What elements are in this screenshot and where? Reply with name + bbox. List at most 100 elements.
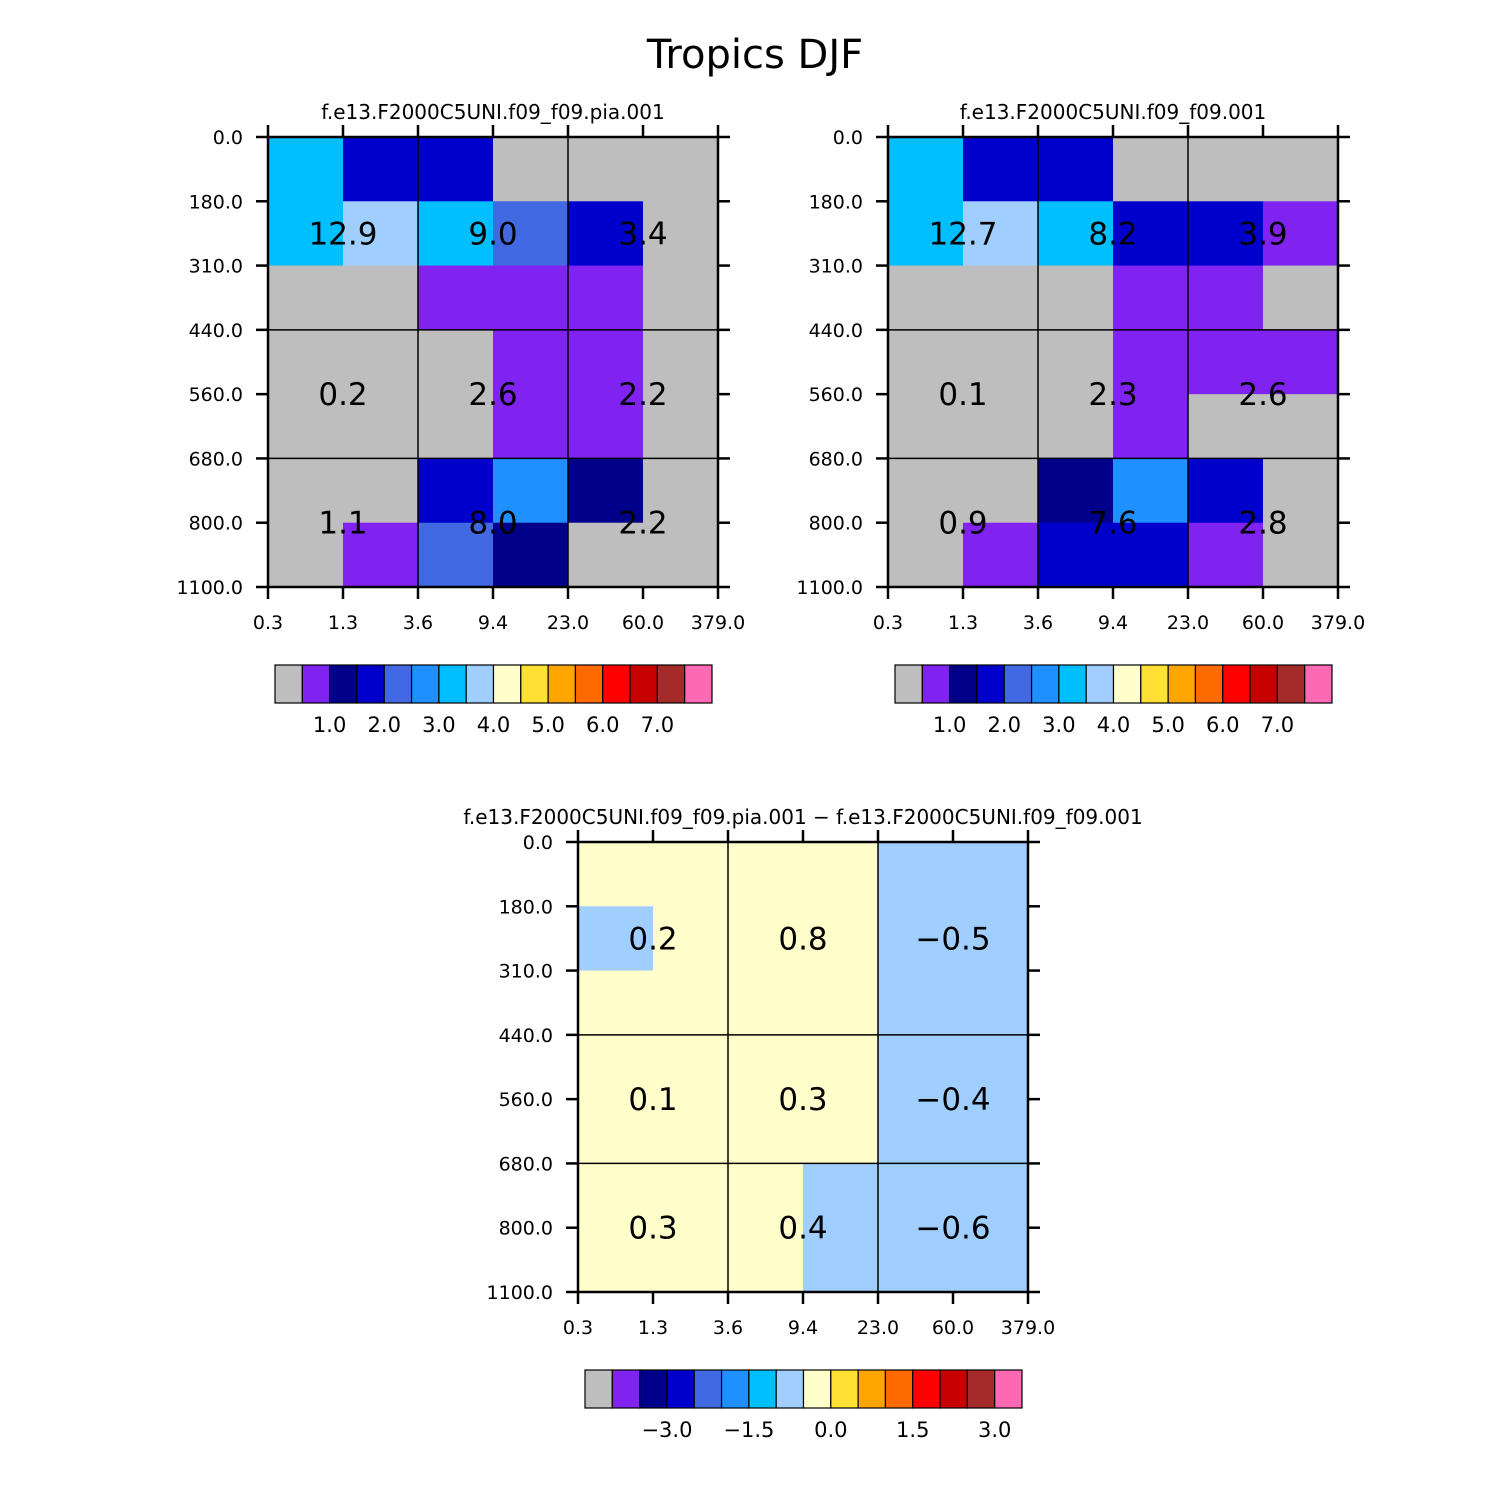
heatmap-cell bbox=[653, 1034, 729, 1100]
box-value-label: 8.0 bbox=[468, 506, 517, 542]
heatmap-cell bbox=[803, 1227, 879, 1293]
heatmap-cell bbox=[963, 329, 1039, 395]
heatmap-cell bbox=[343, 137, 419, 202]
y-tick-label: 440.0 bbox=[499, 1025, 553, 1047]
heatmap-cell bbox=[1263, 201, 1339, 267]
heatmap-cell bbox=[1038, 329, 1114, 395]
y-tick-label: 560.0 bbox=[499, 1089, 553, 1111]
heatmap-cell bbox=[568, 458, 644, 524]
panel-title: f.e13.F2000C5UNI.f09_f09.pia.001 bbox=[321, 100, 664, 124]
heatmap-cell bbox=[1113, 329, 1189, 395]
y-tick-label: 680.0 bbox=[499, 1153, 553, 1175]
heatmap-cell bbox=[1038, 522, 1114, 588]
heatmap-cell bbox=[1263, 394, 1339, 459]
y-tick-label: 800.0 bbox=[809, 513, 863, 535]
colorbar-box bbox=[693, 1369, 723, 1409]
heatmap-cell bbox=[953, 906, 1029, 972]
heatmap-cell bbox=[653, 970, 729, 1036]
heatmap-cell bbox=[888, 265, 964, 331]
heatmap-cell bbox=[1113, 137, 1189, 202]
x-tick-label: 23.0 bbox=[857, 1317, 899, 1339]
heatmap-cell bbox=[963, 265, 1039, 331]
y-tick-label: 1100.0 bbox=[797, 577, 863, 599]
y-tick-label: 0.0 bbox=[213, 127, 243, 149]
panel-title: f.e13.F2000C5UNI.f09_f09.001 bbox=[960, 100, 1267, 124]
heatmap-cell bbox=[343, 458, 419, 524]
heatmap-cell bbox=[493, 394, 569, 459]
y-tick-label: 310.0 bbox=[499, 961, 553, 983]
y-tick-label: 440.0 bbox=[809, 320, 863, 342]
heatmap-cell bbox=[1113, 265, 1189, 331]
heatmap-cell bbox=[728, 1099, 804, 1164]
colorbar-label: 7.0 bbox=[641, 713, 674, 737]
heatmap-cell bbox=[803, 1163, 879, 1229]
colorbar-box bbox=[1058, 664, 1087, 704]
x-tick-label: 0.3 bbox=[253, 612, 283, 634]
heatmap-cell bbox=[568, 329, 644, 395]
box-value-label: 3.4 bbox=[618, 216, 667, 252]
heatmap-cell bbox=[963, 522, 1039, 588]
heatmap-cell bbox=[653, 1227, 729, 1293]
box-value-label: 2.6 bbox=[468, 377, 517, 413]
heatmap-cell bbox=[728, 970, 804, 1036]
colorbar-box bbox=[492, 664, 522, 704]
colorbar-box bbox=[1167, 664, 1197, 704]
x-tick-label: 3.6 bbox=[1023, 612, 1053, 634]
colorbar-label: 0.0 bbox=[814, 1418, 847, 1442]
heatmap-cell bbox=[653, 906, 729, 972]
y-tick-label: 560.0 bbox=[809, 384, 863, 406]
colorbar-box bbox=[356, 664, 385, 704]
heatmap-cell bbox=[728, 906, 804, 972]
heatmap-cell bbox=[418, 265, 494, 331]
colorbar-box bbox=[629, 664, 658, 704]
x-tick-label: 379.0 bbox=[691, 612, 745, 634]
heatmap-cell bbox=[953, 970, 1029, 1036]
y-tick-label: 1100.0 bbox=[177, 577, 243, 599]
heatmap-cell bbox=[578, 906, 654, 972]
colorbar-box bbox=[611, 1369, 641, 1409]
box-value-label: 0.1 bbox=[628, 1082, 677, 1118]
heatmap-cell bbox=[1188, 329, 1264, 395]
heatmap-cell bbox=[963, 458, 1039, 524]
colorbar-label: 5.0 bbox=[531, 713, 564, 737]
colorbar-box bbox=[748, 1369, 777, 1409]
colorbar-label: 1.0 bbox=[313, 713, 346, 737]
colorbar-box bbox=[949, 664, 978, 704]
colorbar-box bbox=[684, 664, 713, 704]
heatmap-cell bbox=[643, 201, 719, 267]
colorbar-box bbox=[802, 1369, 832, 1409]
colorbar-box bbox=[465, 664, 495, 704]
colorbar-box bbox=[301, 664, 331, 704]
colorbar-label: −3.0 bbox=[641, 1418, 692, 1442]
colorbar-label: 4.0 bbox=[477, 713, 510, 737]
heatmap-cell bbox=[728, 1034, 804, 1100]
heatmap-cell bbox=[643, 394, 719, 459]
y-tick-label: 560.0 bbox=[189, 384, 243, 406]
colorbar-box bbox=[1003, 664, 1033, 704]
heatmap-cell bbox=[643, 458, 719, 524]
heatmap-cell bbox=[1038, 137, 1114, 202]
heatmap-cell bbox=[268, 265, 344, 331]
box-value-label: 0.1 bbox=[938, 377, 987, 413]
heatmap-cell bbox=[418, 458, 494, 524]
x-tick-label: 9.4 bbox=[788, 1317, 818, 1339]
heatmap-cell bbox=[653, 842, 729, 907]
heatmap-cell bbox=[963, 201, 1039, 267]
colorbar-box bbox=[1085, 664, 1115, 704]
y-tick-label: 0.0 bbox=[523, 832, 553, 854]
heatmap-cell bbox=[493, 522, 569, 588]
heatmap-cell bbox=[643, 137, 719, 202]
colorbar-box bbox=[939, 1369, 968, 1409]
heatmap-cell bbox=[1263, 522, 1339, 588]
colorbar-box bbox=[329, 664, 358, 704]
box-value-label: 12.9 bbox=[308, 216, 377, 252]
heatmap-cell bbox=[888, 201, 964, 267]
heatmap-cell bbox=[1113, 522, 1189, 588]
colorbar-box bbox=[410, 664, 440, 704]
heatmap-cell bbox=[1188, 137, 1264, 202]
colorbar-box bbox=[584, 1369, 613, 1409]
heatmap-cell bbox=[888, 458, 964, 524]
box-value-label: 2.6 bbox=[1238, 377, 1287, 413]
heatmap-cell bbox=[268, 458, 344, 524]
colorbar-box bbox=[976, 664, 1005, 704]
